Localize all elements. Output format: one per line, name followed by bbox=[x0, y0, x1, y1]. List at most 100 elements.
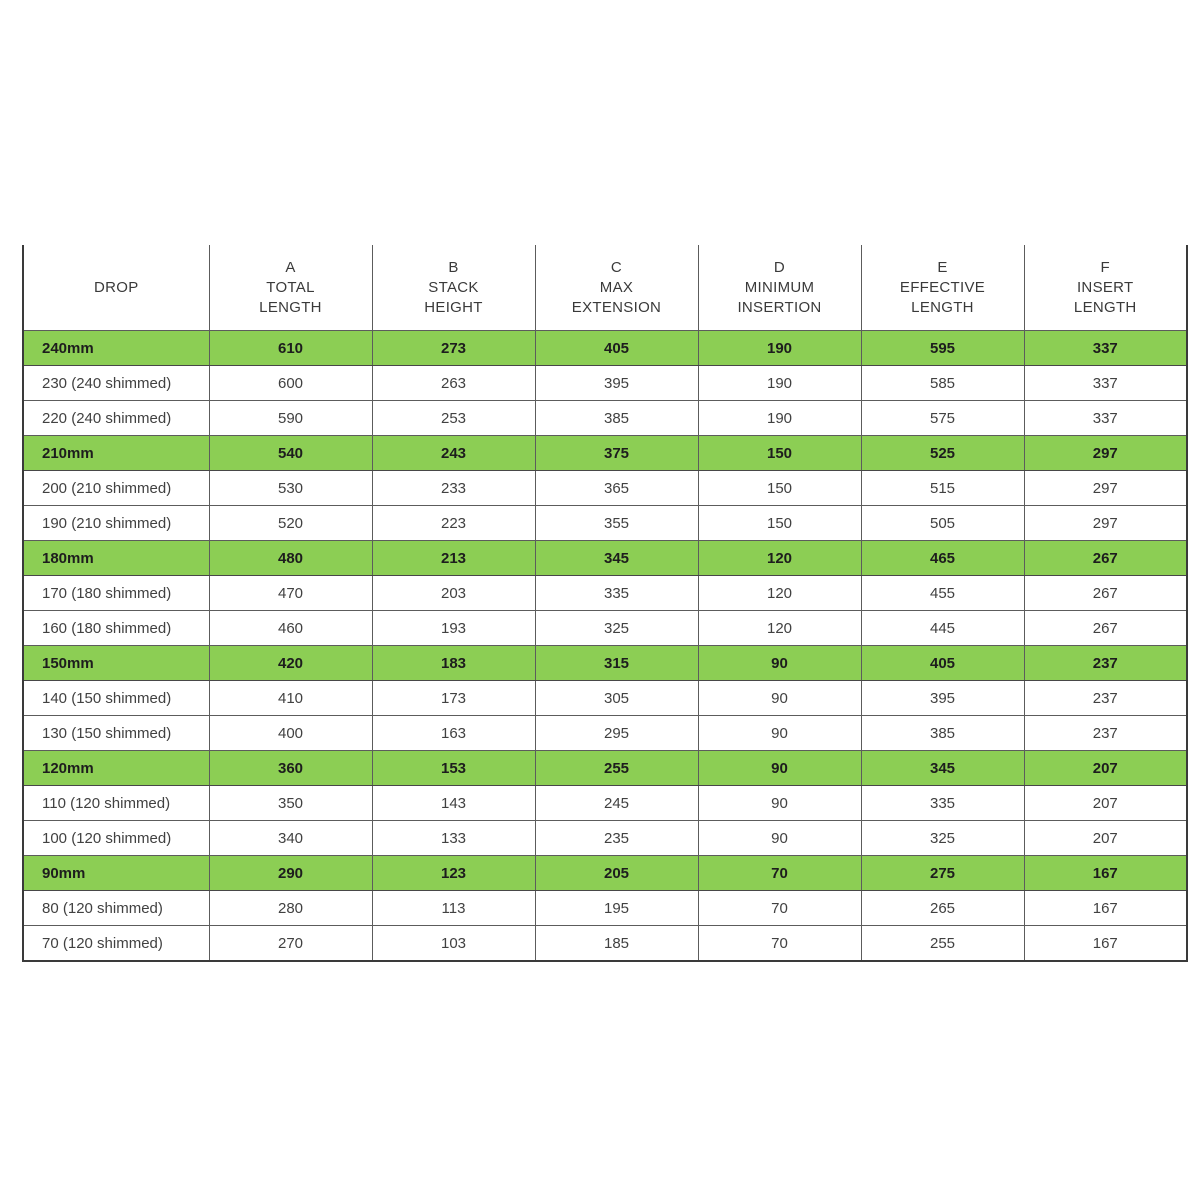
value-cell: 150 bbox=[697, 470, 862, 506]
drop-cell: 210mm bbox=[22, 435, 210, 471]
value-cell: 163 bbox=[371, 715, 536, 751]
value-cell: 133 bbox=[371, 820, 536, 856]
value-cell: 237 bbox=[1023, 645, 1188, 681]
column-header-minimum-insertion: D MINIMUM INSERTION bbox=[697, 245, 862, 331]
value-cell: 337 bbox=[1023, 400, 1188, 436]
value-cell: 395 bbox=[860, 680, 1025, 716]
value-cell: 355 bbox=[534, 505, 699, 541]
value-cell: 267 bbox=[1023, 610, 1188, 646]
value-cell: 237 bbox=[1023, 680, 1188, 716]
value-cell: 263 bbox=[371, 365, 536, 401]
value-cell: 207 bbox=[1023, 750, 1188, 786]
value-cell: 595 bbox=[860, 330, 1025, 366]
value-cell: 585 bbox=[860, 365, 1025, 401]
table-row: 70 (120 shimmed) 270 103 185 70 255 167 bbox=[22, 925, 1188, 962]
value-cell: 267 bbox=[1023, 575, 1188, 611]
table-row: 210mm 540 243 375 150 525 297 bbox=[22, 435, 1188, 471]
header-row: DROP A TOTAL LENGTH B STACK HEIGHT C M bbox=[22, 245, 1188, 331]
value-cell: 337 bbox=[1023, 365, 1188, 401]
table-row: 120mm 360 153 255 90 345 207 bbox=[22, 750, 1188, 786]
table-row: 240mm 610 273 405 190 595 337 bbox=[22, 330, 1188, 366]
value-cell: 253 bbox=[371, 400, 536, 436]
value-cell: 255 bbox=[534, 750, 699, 786]
value-cell: 275 bbox=[860, 855, 1025, 891]
value-cell: 233 bbox=[371, 470, 536, 506]
table-row: 200 (210 shimmed) 530 233 365 150 515 29… bbox=[22, 470, 1188, 506]
value-cell: 470 bbox=[208, 575, 373, 611]
header-label: STACK bbox=[428, 278, 479, 296]
header-label: DROP bbox=[93, 278, 139, 296]
value-cell: 245 bbox=[534, 785, 699, 821]
value-cell: 150 bbox=[697, 435, 862, 471]
header-letter: C bbox=[610, 258, 623, 276]
value-cell: 70 bbox=[697, 890, 862, 926]
value-cell: 270 bbox=[208, 925, 373, 962]
table-row: 100 (120 shimmed) 340 133 235 90 325 207 bbox=[22, 820, 1188, 856]
drop-cell: 110 (120 shimmed) bbox=[22, 785, 210, 821]
table-row: 220 (240 shimmed) 590 253 385 190 575 33… bbox=[22, 400, 1188, 436]
drop-cell: 180mm bbox=[22, 540, 210, 576]
value-cell: 405 bbox=[534, 330, 699, 366]
value-cell: 205 bbox=[534, 855, 699, 891]
header-letter: D bbox=[773, 258, 786, 276]
value-cell: 575 bbox=[860, 400, 1025, 436]
value-cell: 350 bbox=[208, 785, 373, 821]
table-row: 110 (120 shimmed) 350 143 245 90 335 207 bbox=[22, 785, 1188, 821]
drop-cell: 240mm bbox=[22, 330, 210, 366]
value-cell: 243 bbox=[371, 435, 536, 471]
value-cell: 345 bbox=[534, 540, 699, 576]
column-header-stack-height: B STACK HEIGHT bbox=[371, 245, 536, 331]
value-cell: 195 bbox=[534, 890, 699, 926]
table-row: 180mm 480 213 345 120 465 267 bbox=[22, 540, 1188, 576]
drop-cell: 90mm bbox=[22, 855, 210, 891]
value-cell: 255 bbox=[860, 925, 1025, 962]
value-cell: 600 bbox=[208, 365, 373, 401]
value-cell: 213 bbox=[371, 540, 536, 576]
drop-cell: 80 (120 shimmed) bbox=[22, 890, 210, 926]
value-cell: 315 bbox=[534, 645, 699, 681]
value-cell: 90 bbox=[697, 715, 862, 751]
value-cell: 207 bbox=[1023, 785, 1188, 821]
drop-cell: 200 (210 shimmed) bbox=[22, 470, 210, 506]
table-row: 140 (150 shimmed) 410 173 305 90 395 237 bbox=[22, 680, 1188, 716]
value-cell: 455 bbox=[860, 575, 1025, 611]
value-cell: 445 bbox=[860, 610, 1025, 646]
value-cell: 167 bbox=[1023, 925, 1188, 962]
value-cell: 103 bbox=[371, 925, 536, 962]
value-cell: 113 bbox=[371, 890, 536, 926]
header-label: EFFECTIVE bbox=[899, 278, 986, 296]
value-cell: 90 bbox=[697, 750, 862, 786]
value-cell: 520 bbox=[208, 505, 373, 541]
value-cell: 190 bbox=[697, 400, 862, 436]
table-row: 150mm 420 183 315 90 405 237 bbox=[22, 645, 1188, 681]
header-label: TOTAL bbox=[266, 278, 315, 296]
value-cell: 525 bbox=[860, 435, 1025, 471]
value-cell: 465 bbox=[860, 540, 1025, 576]
value-cell: 505 bbox=[860, 505, 1025, 541]
value-cell: 335 bbox=[860, 785, 1025, 821]
header-letter: B bbox=[448, 258, 459, 276]
value-cell: 70 bbox=[697, 925, 862, 962]
value-cell: 120 bbox=[697, 610, 862, 646]
table-header: DROP A TOTAL LENGTH B STACK HEIGHT C M bbox=[22, 245, 1188, 331]
value-cell: 193 bbox=[371, 610, 536, 646]
column-header-max-extension: C MAX EXTENSION bbox=[534, 245, 699, 331]
value-cell: 150 bbox=[697, 505, 862, 541]
value-cell: 190 bbox=[697, 365, 862, 401]
value-cell: 590 bbox=[208, 400, 373, 436]
table-row: 160 (180 shimmed) 460 193 325 120 445 26… bbox=[22, 610, 1188, 646]
value-cell: 385 bbox=[534, 400, 699, 436]
value-cell: 480 bbox=[208, 540, 373, 576]
value-cell: 167 bbox=[1023, 855, 1188, 891]
table-row: 230 (240 shimmed) 600 263 395 190 585 33… bbox=[22, 365, 1188, 401]
value-cell: 365 bbox=[534, 470, 699, 506]
value-cell: 235 bbox=[534, 820, 699, 856]
value-cell: 340 bbox=[208, 820, 373, 856]
size-chart-container: DROP A TOTAL LENGTH B STACK HEIGHT C M bbox=[22, 245, 1188, 962]
column-header-drop: DROP bbox=[22, 245, 210, 331]
drop-cell: 140 (150 shimmed) bbox=[22, 680, 210, 716]
value-cell: 120 bbox=[697, 575, 862, 611]
table-row: 90mm 290 123 205 70 275 167 bbox=[22, 855, 1188, 891]
drop-cell: 170 (180 shimmed) bbox=[22, 575, 210, 611]
